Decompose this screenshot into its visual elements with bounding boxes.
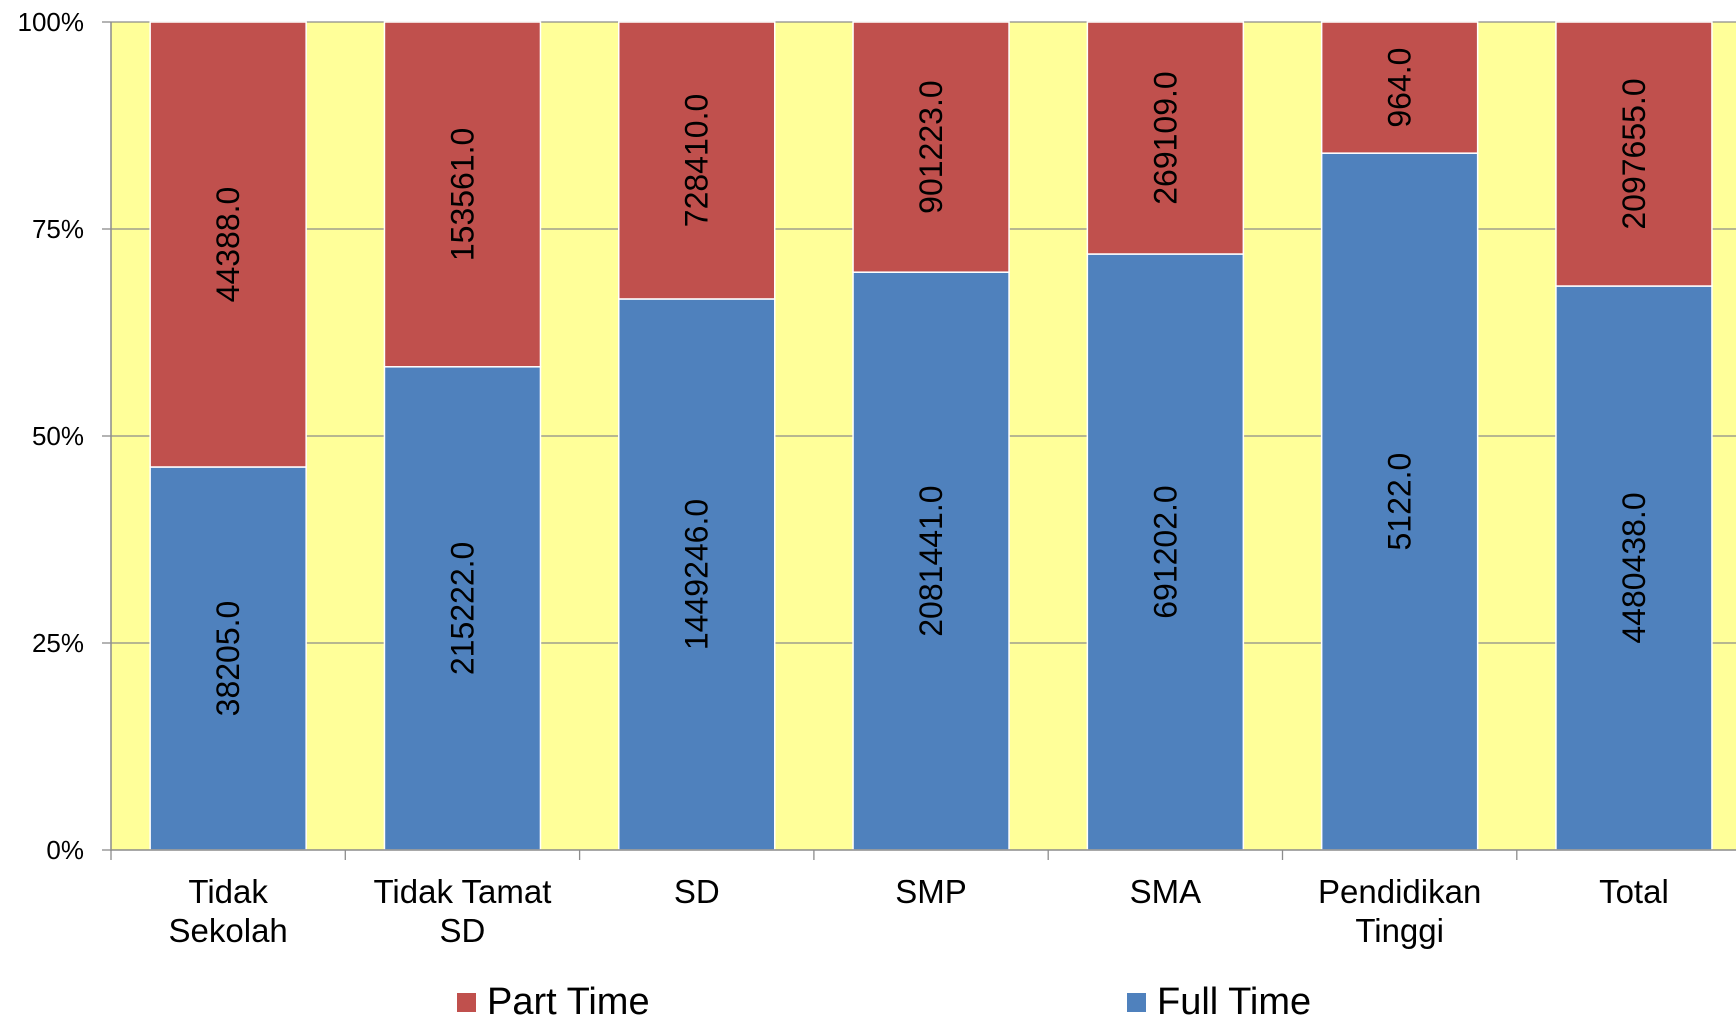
data-label-full-time: 2081441.0 [913,485,949,636]
x-category-label-line: Tidak Tamat [373,873,551,910]
data-label-full-time: 1449246.0 [679,499,715,650]
data-label-part-time: 2097655.0 [1616,78,1652,229]
x-category-label: SMA [1130,873,1202,910]
x-category-label: Total [1599,873,1669,910]
legend-swatch-part-time [457,993,476,1012]
data-label-part-time: 901223.0 [913,80,949,213]
data-label-part-time: 153561.0 [444,128,480,261]
data-label-full-time: 691202.0 [1147,485,1183,618]
legend: Part Time Full Time [457,981,1311,1020]
x-category-label-line: SD [674,873,720,910]
x-category-label-line: Sekolah [169,912,288,949]
legend-label-full-time: Full Time [1157,981,1311,1020]
legend-label-part-time: Part Time [487,981,650,1020]
y-tick-label: 25% [32,628,84,658]
x-category-label-line: Tinggi [1355,912,1444,949]
data-label-part-time: 269109.0 [1147,71,1183,204]
data-label-full-time: 4480438.0 [1616,492,1652,643]
x-category-label-line: Total [1599,873,1669,910]
x-category-label-line: Tidak [188,873,268,910]
y-tick-label: 100% [18,7,85,37]
data-label-full-time: 38205.0 [210,601,246,717]
y-tick-label: 0% [46,835,84,865]
data-label-full-time: 5122.0 [1382,453,1418,551]
x-category-label-line: Pendidikan [1318,873,1481,910]
data-label-part-time: 964.0 [1382,48,1418,128]
data-label-part-time: 728410.0 [679,94,715,227]
x-category-label: SD [674,873,720,910]
x-category-label-line: SMA [1130,873,1202,910]
data-label-part-time: 44388.0 [210,187,246,303]
x-category-label-line: SD [440,912,486,949]
y-tick-label: 75% [32,214,84,244]
data-label-full-time: 215222.0 [444,542,480,675]
x-category-label: SMP [895,873,967,910]
legend-swatch-full-time [1127,993,1146,1012]
y-tick-label: 50% [32,421,84,451]
x-category-label-line: SMP [895,873,967,910]
